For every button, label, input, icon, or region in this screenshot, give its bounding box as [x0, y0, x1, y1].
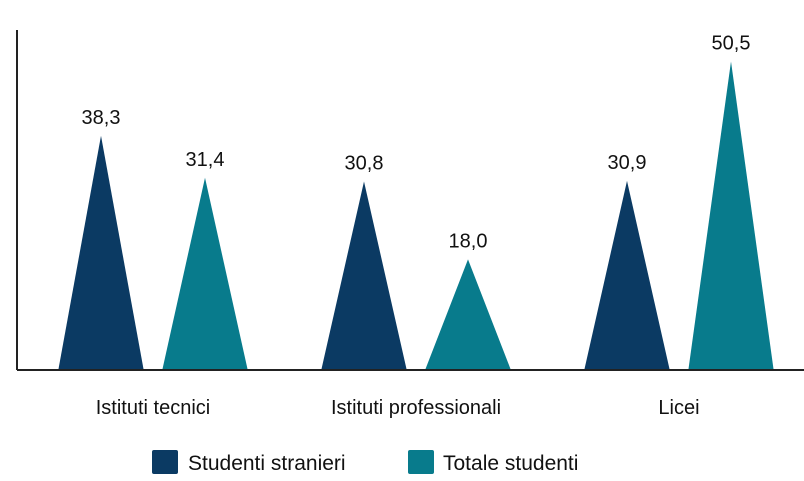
legend-label-totale-studenti: Totale studenti — [443, 452, 578, 475]
value-label-studenti-stranieri-licei: 30,9 — [608, 152, 647, 174]
value-label-totale-studenti-licei: 50,5 — [712, 32, 751, 54]
bar-totale-studenti-istituti-tecnici — [162, 177, 248, 369]
bar-totale-studenti-istituti-professionali — [425, 259, 511, 369]
category-labels-layer: Istituti tecnici Istituti professionali Li… — [96, 397, 700, 419]
legend: Studenti stranieri Totale studenti — [152, 450, 578, 475]
legend-swatch-totale-studenti — [408, 450, 434, 474]
legend-swatch-studenti-stranieri — [152, 450, 178, 474]
category-label-istituti-tecnici: Istituti tecnici — [96, 397, 210, 419]
value-label-totale-studenti-istituti-professionali: 18,0 — [449, 230, 488, 252]
value-label-studenti-stranieri-istituti-tecnici: 38,3 — [82, 107, 121, 129]
bar-studenti-stranieri-istituti-professionali — [321, 181, 407, 369]
value-label-totale-studenti-istituti-tecnici: 31,4 — [186, 149, 225, 171]
bar-studenti-stranieri-licei — [584, 180, 670, 369]
legend-label-studenti-stranieri: Studenti stranieri — [188, 452, 346, 475]
category-label-licei: Licei — [658, 397, 699, 419]
category-label-istituti-professionali: Istituti professionali — [331, 397, 501, 419]
value-label-studenti-stranieri-istituti-professionali: 30,8 — [345, 152, 384, 174]
bar-studenti-stranieri-istituti-tecnici — [58, 135, 144, 369]
value-labels-layer: 38,3 31,4 30,8 18,0 30,9 50,5 — [82, 32, 751, 252]
bars-layer — [58, 61, 774, 370]
bar-totale-studenti-licei — [688, 61, 774, 370]
